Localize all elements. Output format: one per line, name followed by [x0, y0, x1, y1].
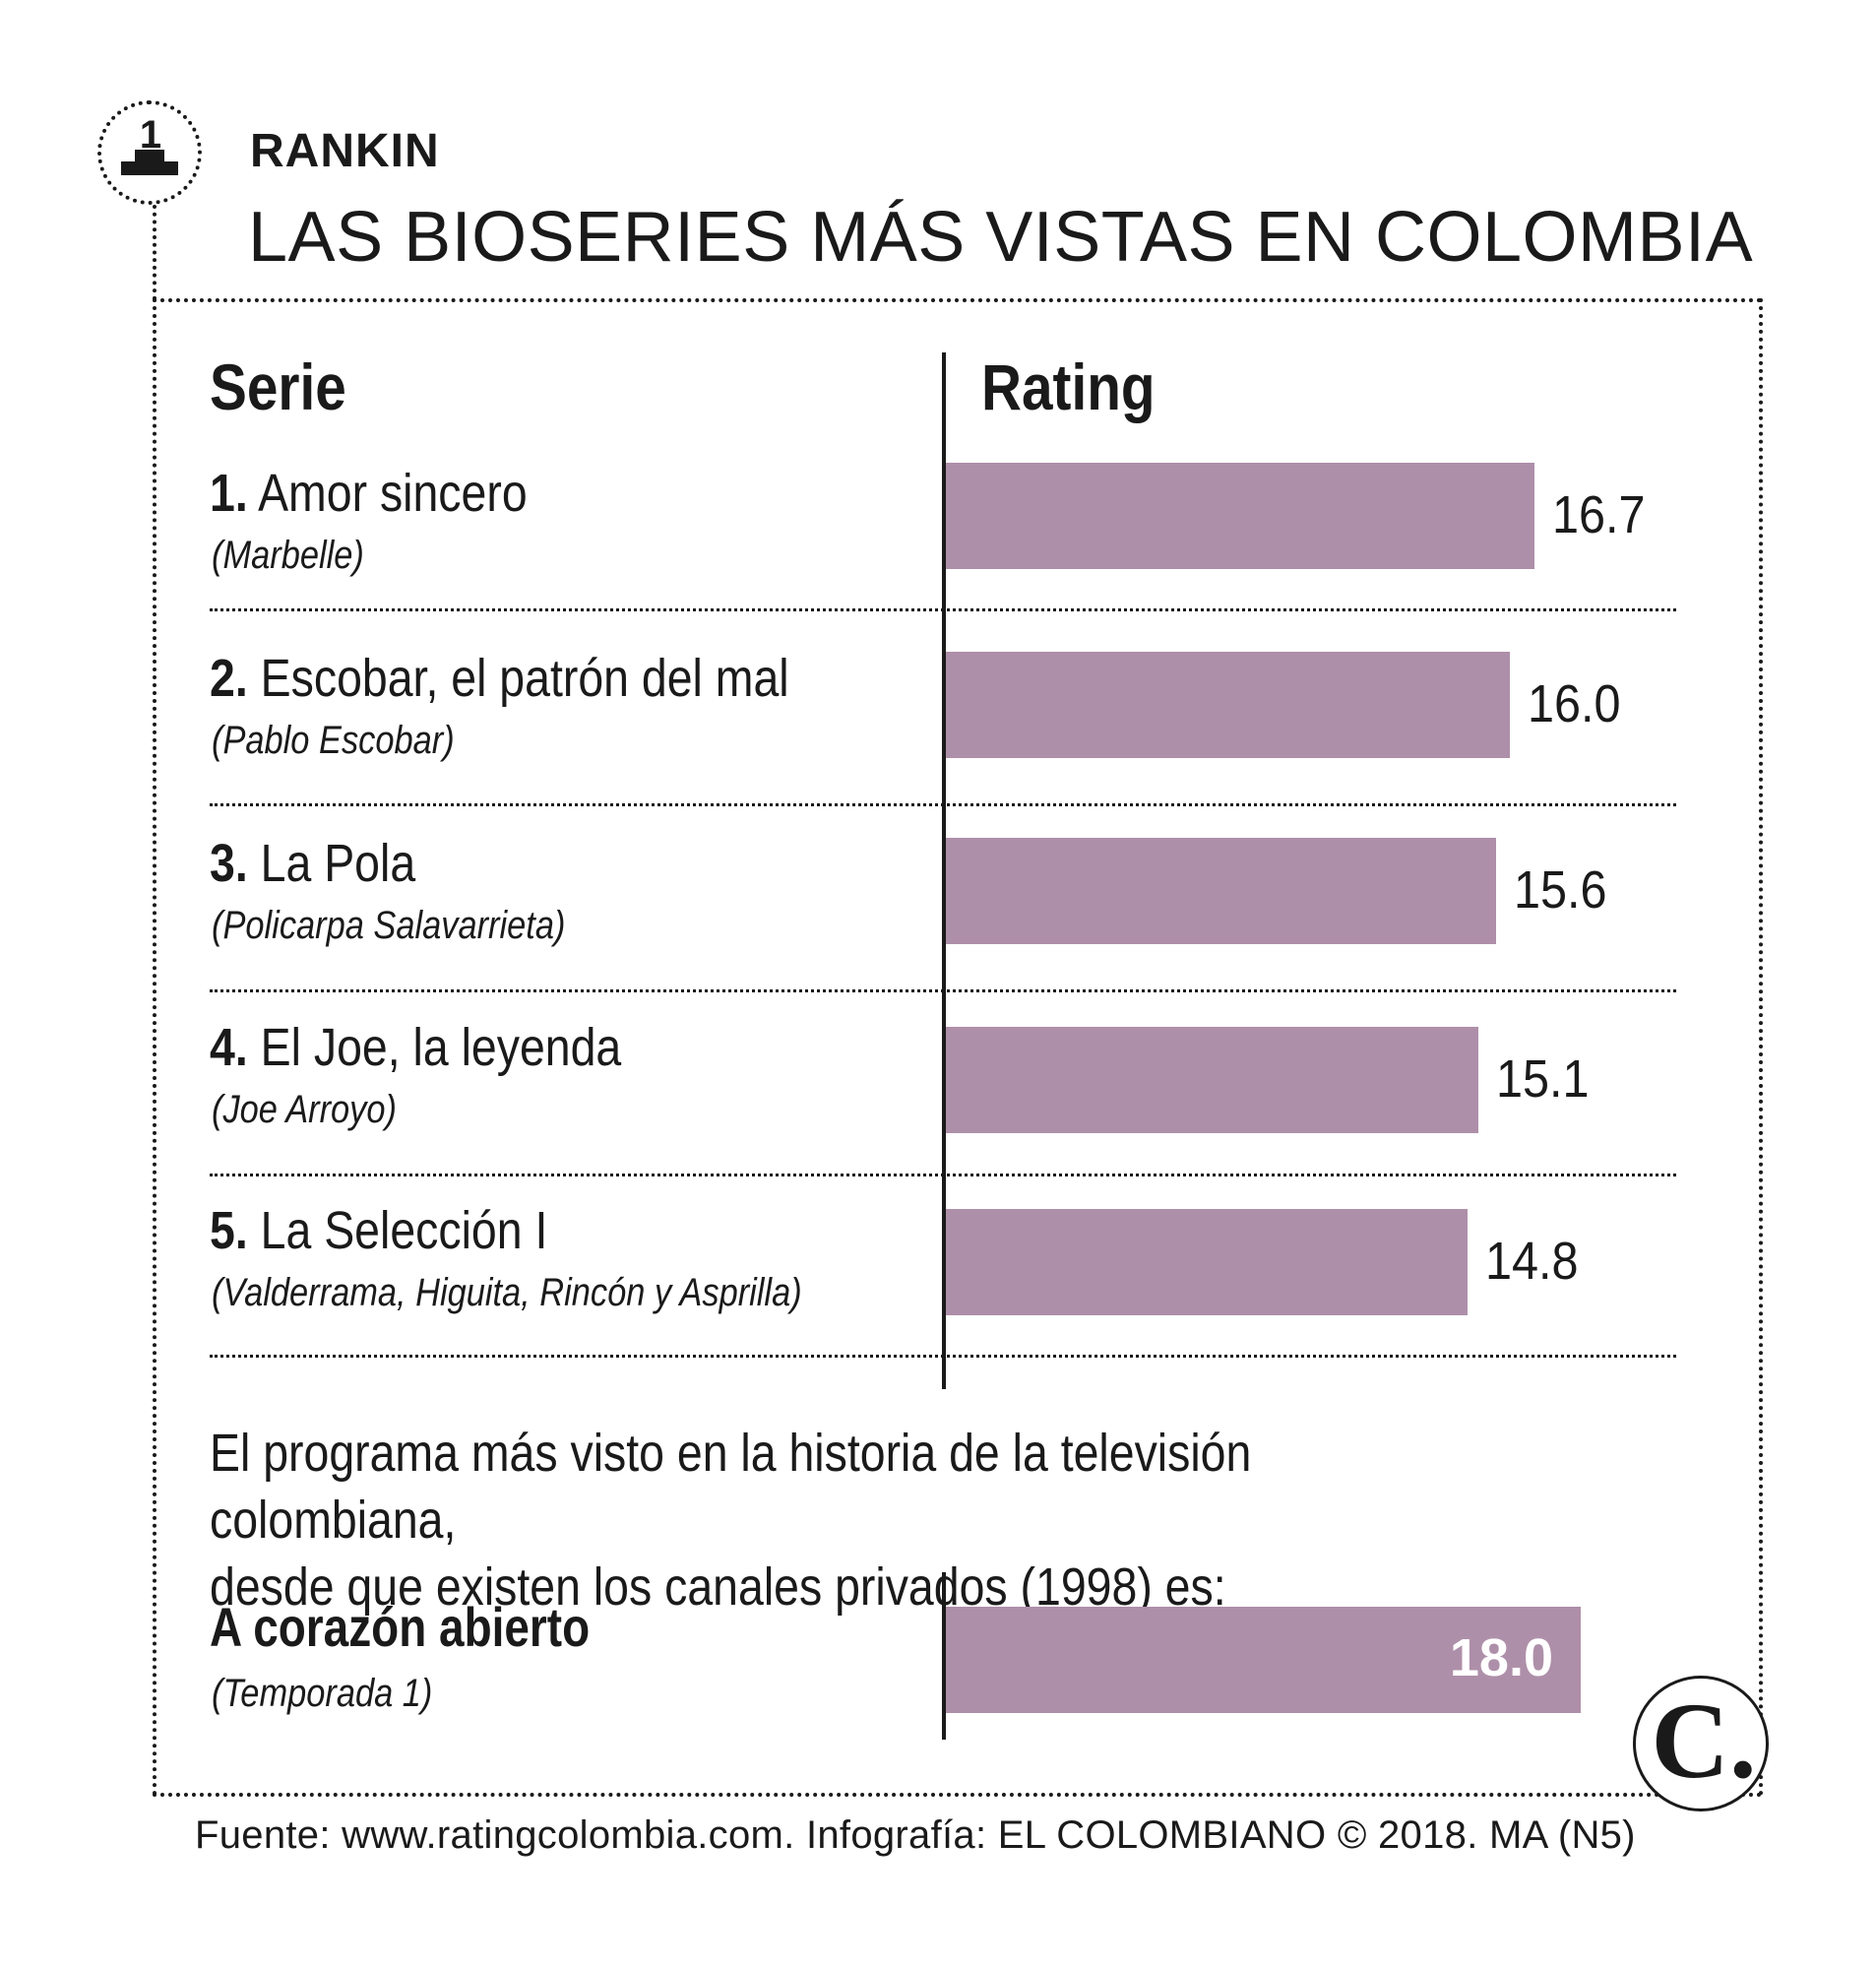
list-item: 3. La Pola (Policarpa Salavarrieta) [210, 833, 1676, 1020]
highlight-bar [946, 1607, 1581, 1713]
bar-4 [946, 1027, 1478, 1133]
row-name: Amor sincero [258, 464, 528, 523]
row-name: El Joe, la leyenda [260, 1018, 622, 1077]
bar-5 [946, 1209, 1468, 1315]
badge-number: 1 [140, 113, 161, 157]
bar-2 [946, 652, 1510, 758]
row-rank: 3. [210, 834, 248, 893]
row-subject: (Policarpa Salavarrieta) [212, 904, 566, 947]
row-divider [210, 1174, 1676, 1176]
row-rank: 4. [210, 1018, 248, 1077]
highlight-value-label: 18.0 [1449, 1628, 1553, 1687]
row-subject: (Pablo Escobar) [212, 719, 455, 762]
kicker: RANKIN [250, 125, 440, 177]
column-header-serie: Serie [210, 350, 346, 423]
row-divider [210, 1355, 1676, 1358]
source-credit: Fuente: www.ratingcolombia.com. Infograf… [195, 1813, 1636, 1857]
row-rank: 1. [210, 464, 248, 523]
row-title: 5. La Selección I [210, 1200, 547, 1261]
row-divider [210, 608, 1676, 611]
highlight-subject: (Temporada 1) [212, 1672, 433, 1715]
highlight-name: A corazón abierto [210, 1596, 591, 1658]
row-subject: (Joe Arroyo) [212, 1088, 397, 1131]
note-line-1: El programa más visto en la historia de … [210, 1424, 1252, 1550]
bar-value-label: 15.6 [1514, 860, 1607, 920]
list-item: 2. Escobar, el patrón del mal (Pablo Esc… [210, 648, 1676, 835]
row-subject: (Marbelle) [212, 534, 364, 577]
logo-letter: C. [1651, 1681, 1757, 1801]
bar-1 [946, 463, 1534, 569]
row-title: 2. Escobar, el patrón del mal [210, 648, 789, 709]
rating-axis-line [942, 352, 946, 1389]
page-title: LAS BIOSERIES MÁS VISTAS EN COLOMBIA [248, 198, 1754, 277]
list-item: 5. La Selección I (Valderrama, Higuita, … [210, 1200, 1676, 1387]
row-rank: 2. [210, 649, 248, 708]
row-divider [210, 989, 1676, 992]
row-title: 4. El Joe, la leyenda [210, 1017, 621, 1078]
column-header-rating: Rating [981, 350, 1156, 423]
podium-icon: 1 [121, 113, 178, 175]
row-name: La Pola [260, 834, 416, 893]
bar-3 [946, 838, 1496, 944]
row-title: 3. La Pola [210, 833, 415, 894]
row-divider [210, 803, 1676, 806]
highlight-axis-line [942, 1572, 946, 1740]
bar-value-label: 16.7 [1552, 485, 1646, 544]
list-item: 4. El Joe, la leyenda (Joe Arroyo) [210, 1017, 1676, 1204]
el-colombiano-logo: C. [1633, 1676, 1769, 1811]
list-item: 1. Amor sincero (Marbelle) [210, 463, 1676, 650]
chart-frame [153, 298, 1763, 1797]
bar-value-label: 16.0 [1528, 674, 1621, 733]
row-name: La Selección I [260, 1201, 548, 1260]
row-rank: 5. [210, 1201, 248, 1260]
bar-value-label: 14.8 [1485, 1232, 1579, 1291]
note-text: El programa más visto en la historia de … [210, 1420, 1479, 1620]
podium-badge: 1 [97, 100, 202, 205]
frame-connector [153, 205, 156, 300]
row-name: Escobar, el patrón del mal [260, 649, 789, 708]
row-title: 1. Amor sincero [210, 463, 528, 524]
row-subject: (Valderrama, Higuita, Rincón y Asprilla) [212, 1271, 802, 1314]
bar-value-label: 15.1 [1496, 1049, 1590, 1109]
